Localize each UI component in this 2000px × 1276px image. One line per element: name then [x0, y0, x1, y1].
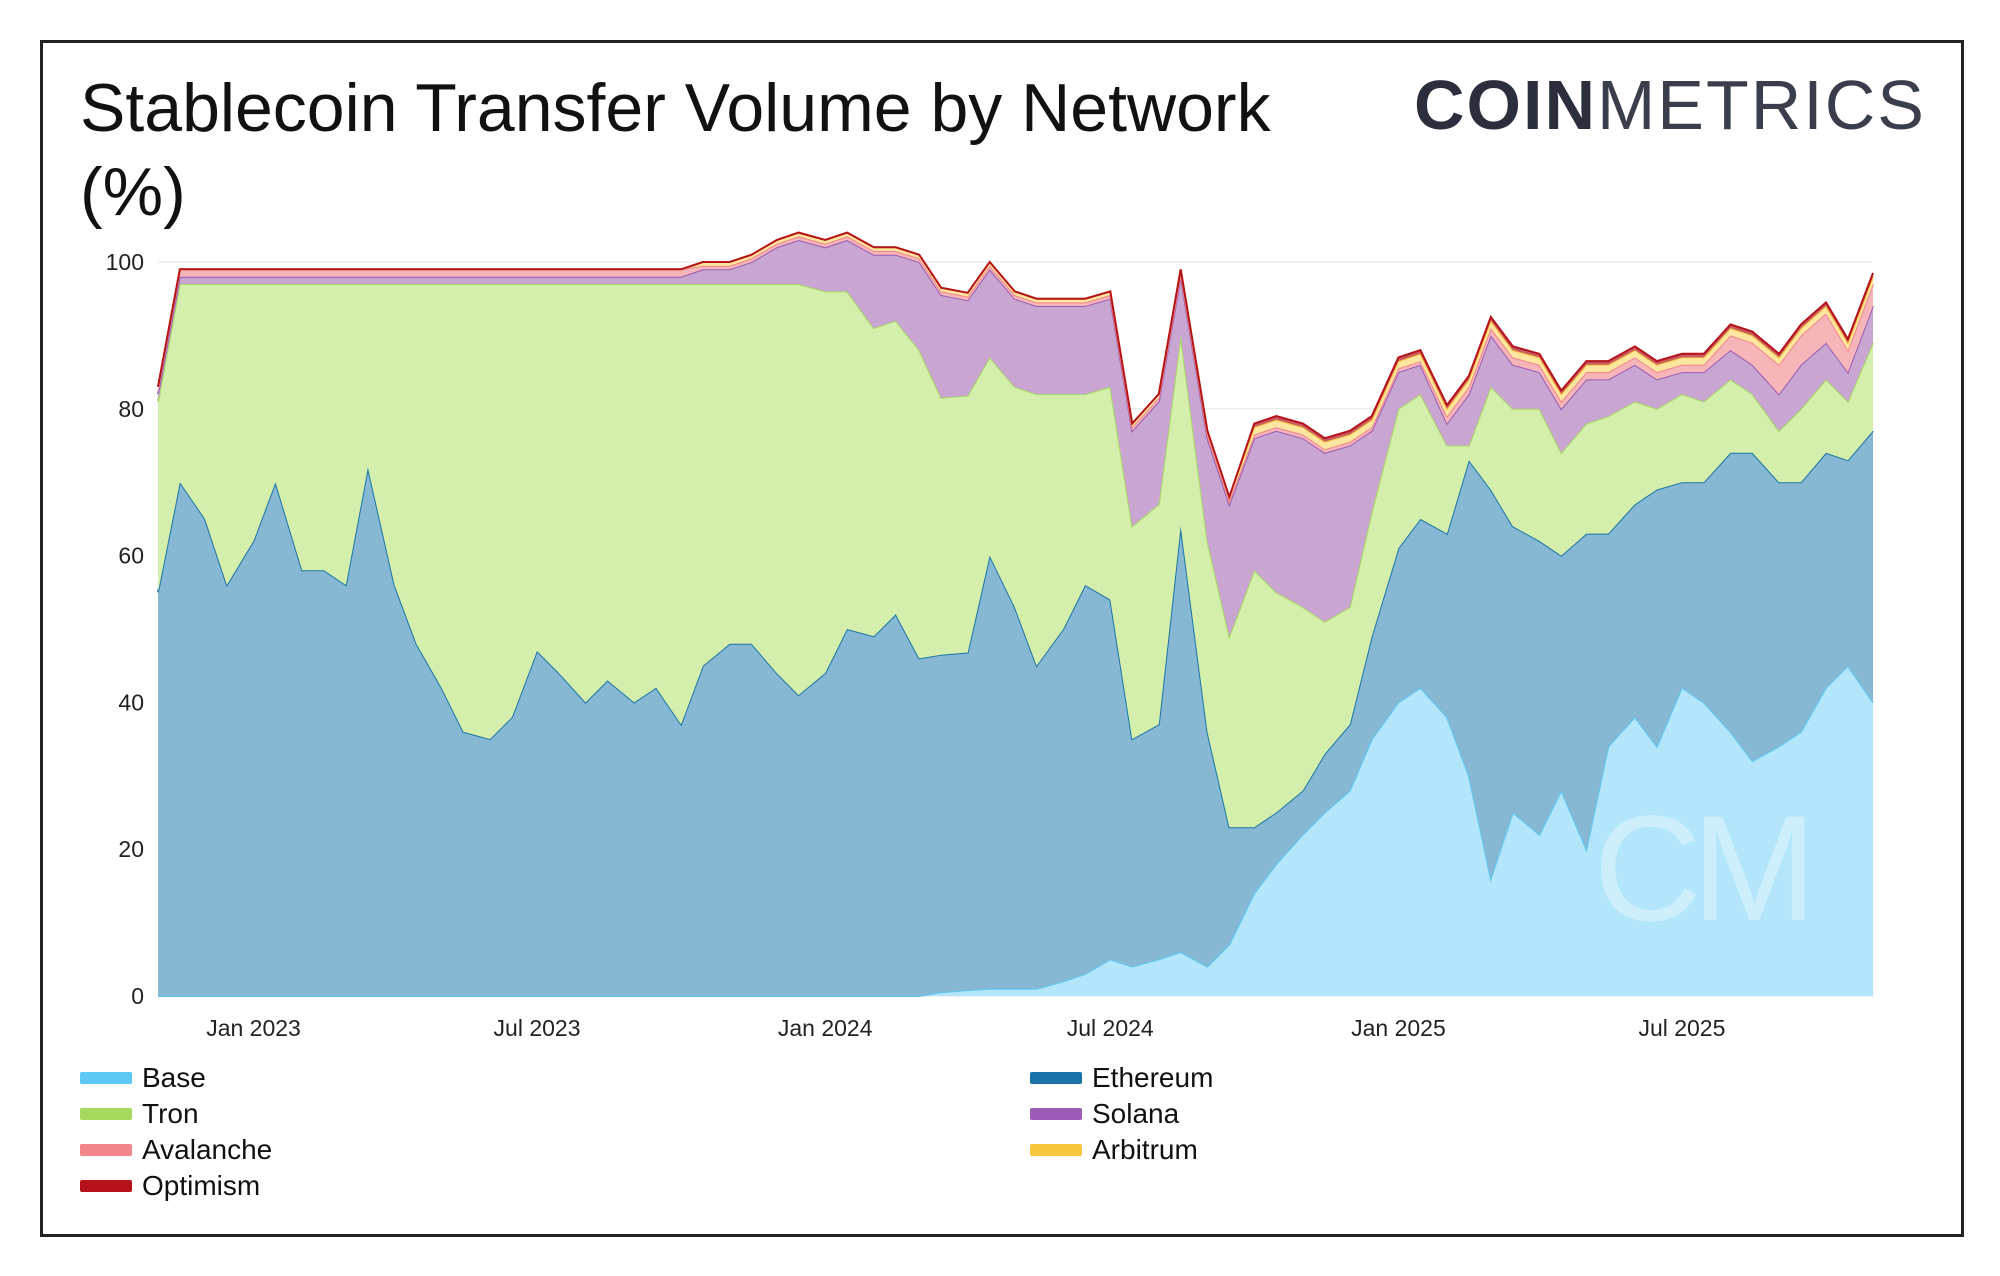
legend-item-tron: Tron [80, 1096, 199, 1132]
y-axis-ticks: 0 20 40 60 80 100 [106, 249, 144, 1009]
x-tick-label: Jul 2024 [1067, 1015, 1154, 1041]
legend-swatch [80, 1072, 132, 1084]
x-tick-label: Jan 2025 [1351, 1015, 1446, 1041]
logo-text-light: METRICS [1597, 66, 1926, 144]
legend-item-solana: Solana [1030, 1096, 1179, 1132]
legend-label: Avalanche [142, 1134, 273, 1165]
x-tick-label: Jul 2025 [1638, 1015, 1725, 1041]
legend-swatch [1030, 1072, 1082, 1084]
legend-item-avalanche: Avalanche [80, 1132, 272, 1168]
legend-swatch [1030, 1108, 1082, 1120]
legend: Base Tron Avalanche Optimism Ethereum Solana A… [80, 1060, 1780, 1210]
line-optimism [157, 231, 1874, 501]
legend-item-base: Base [80, 1060, 206, 1096]
coinmetrics-logo: COINMETRICS [1414, 60, 1926, 150]
y-tick-label: 0 [131, 983, 144, 1009]
x-tick-label: Jul 2023 [494, 1015, 581, 1041]
legend-swatch [80, 1180, 132, 1192]
legend-label: Tron [142, 1098, 199, 1129]
area-solana [158, 240, 1873, 637]
legend-item-ethereum: Ethereum [1030, 1060, 1213, 1096]
legend-item-arbitrum: Arbitrum [1030, 1132, 1198, 1168]
y-tick-label: 40 [118, 689, 144, 715]
y-tick-label: 80 [118, 396, 144, 422]
legend-label: Ethereum [1092, 1062, 1214, 1093]
cm-watermark: CM [1593, 784, 1806, 952]
area-ethereum [158, 430, 1873, 996]
x-tick-label: Jan 2024 [778, 1015, 873, 1041]
area-tron [158, 284, 1873, 828]
legend-label: Arbitrum [1092, 1134, 1198, 1165]
legend-swatch [1030, 1144, 1082, 1156]
legend-swatch [80, 1108, 132, 1120]
legend-item-optimism: Optimism [80, 1168, 260, 1204]
chart-title: Stablecoin Transfer Volume by Network (%… [80, 70, 1271, 230]
area-base [158, 665, 1873, 996]
logo-text-strong: COIN [1414, 66, 1597, 144]
x-axis-ticks: Jan 2023 Jul 2023 Jan 2024 Jul 2024 Jan 2025… [206, 1015, 1725, 1041]
y-tick-label: 100 [106, 249, 144, 275]
legend-label: Solana [1092, 1098, 1180, 1129]
legend-label: Base [142, 1062, 206, 1093]
stacked-area-chart: CM 0 20 40 60 80 100 Jan 2023 Jul 2023 Jan 2024… [106, 231, 1874, 1041]
y-tick-label: 60 [118, 543, 144, 569]
legend-swatch [80, 1144, 132, 1156]
series-areas [157, 231, 1874, 997]
y-tick-label: 20 [118, 836, 144, 862]
legend-label: Optimism [142, 1170, 261, 1201]
x-tick-label: Jan 2023 [206, 1015, 301, 1041]
